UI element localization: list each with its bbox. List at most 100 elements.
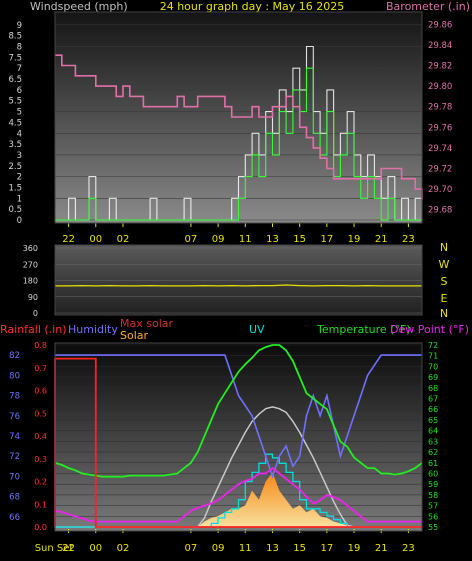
temp-tick-label: 55 <box>428 523 438 532</box>
temp-tick-label: 70 <box>428 362 438 371</box>
wind-xtick-label: 19 <box>348 234 361 245</box>
legend-max-solar: Max solar <box>120 317 173 330</box>
axes-layer: 00.511.522.533.544.555.566.577.588.5929.… <box>8 11 452 554</box>
direction-panel-background <box>55 245 422 315</box>
rain-tick-label: 0.2 <box>34 478 47 487</box>
rain-tick-label: 0.8 <box>34 341 47 350</box>
wind-xtick-label: 23 <box>402 234 415 245</box>
wind-xtick-label: 22 <box>62 234 75 245</box>
humidity-tick-label: 78 <box>9 392 20 402</box>
legend-dewpoint: Dew Point (°F) <box>390 323 469 336</box>
bottom-xtick-label: 23 <box>402 543 415 554</box>
direction-panel-frame <box>54 244 423 316</box>
barometer-axis-title: Barometer (.in) <box>386 0 470 13</box>
temp-tick-label: 59 <box>428 480 438 489</box>
barometer-tick-label: 29.74 <box>428 144 452 154</box>
wind-tick-label: 1 <box>17 194 22 204</box>
compass-labels: N W S E N <box>439 241 450 320</box>
temp-tick-label: 64 <box>428 427 438 436</box>
temp-tick-label: 60 <box>428 469 438 478</box>
wind-xtick-label: 09 <box>212 234 225 245</box>
temp-tick-label: 67 <box>428 395 438 404</box>
bottom-xtick-label: 09 <box>212 543 225 554</box>
humidity-tick-label: 66 <box>9 513 20 523</box>
temp-tick-label: 66 <box>428 405 438 414</box>
wind-tick-label: 3 <box>17 151 22 161</box>
wind-tick-label: 2.5 <box>8 162 22 172</box>
bottom-xtick-label: 17 <box>320 543 333 554</box>
barometer-tick-label: 29.86 <box>428 20 452 30</box>
temp-tick-label: 71 <box>428 352 438 361</box>
temp-tick-label: 72 <box>428 341 438 350</box>
wind-xtick-label: 21 <box>375 234 388 245</box>
wind-tick-label: 7 <box>17 64 22 74</box>
wind-xtick-label: 15 <box>293 234 306 245</box>
legend-rainfall: Rainfall (.in) <box>0 323 67 336</box>
wind-tick-label: 0 <box>17 216 22 226</box>
barometer-tick-label: 29.78 <box>428 103 452 113</box>
wind-tick-label: 7.5 <box>8 53 22 63</box>
temperature-series <box>54 344 423 478</box>
wind-xtick-label: 17 <box>320 234 333 245</box>
wind-xtick-label: 02 <box>117 234 130 245</box>
humidity-tick-label: 80 <box>9 371 20 381</box>
bottom-xtick-label: 22 <box>62 543 75 554</box>
rain-tick-label: 0.7 <box>34 364 47 373</box>
wind-tick-label: 4.5 <box>8 118 22 128</box>
wind-direction-series <box>55 284 422 287</box>
temp-tick-label: 69 <box>428 373 438 382</box>
rain-tick-label: 0.4 <box>34 432 47 441</box>
wind-panel-frame <box>54 11 423 224</box>
wind-tick-label: 4 <box>17 129 22 139</box>
humidity-series <box>55 354 422 479</box>
direction-tick-label: 0 <box>33 309 38 318</box>
wind-tick-label: 6 <box>17 86 22 96</box>
barometer-tick-label: 29.84 <box>428 41 452 51</box>
legend-humidity: Humidity <box>68 323 118 336</box>
wind-tick-label: 6.5 <box>8 75 22 85</box>
wind-tick-label: 1.5 <box>8 183 22 193</box>
rain-tick-label: 0.0 <box>34 523 47 532</box>
legend-temperature: Temperature (°F) <box>316 323 411 336</box>
bottom-xtick-label: Sun Set <box>35 543 74 554</box>
temp-tick-label: 56 <box>428 512 438 521</box>
barometer-tick-label: 29.72 <box>428 165 452 175</box>
humidity-tick-label: 74 <box>9 432 20 442</box>
barometer-tick-label: 29.82 <box>428 62 452 72</box>
barometer-tick-label: 29.80 <box>428 82 452 92</box>
bottom-xtick-label: 07 <box>185 543 198 554</box>
bottom-xtick-label: 00 <box>89 543 102 554</box>
temp-panel-frame <box>54 342 423 532</box>
rain-tick-label: 0.6 <box>34 387 47 396</box>
wind-xtick-label: 11 <box>239 234 252 245</box>
humidity-tick-label: 82 <box>9 351 20 361</box>
windspeed-avg-series <box>55 67 422 221</box>
wind-xtick-label: 00 <box>89 234 102 245</box>
humidity-tick-label: 70 <box>9 472 20 482</box>
barometer-series <box>55 54 423 200</box>
temp-tick-label: 58 <box>428 491 438 500</box>
dewpoint-series <box>54 466 422 523</box>
wind-tick-label: 8 <box>17 43 22 53</box>
legend-uv: UV <box>249 323 265 336</box>
chart-title: 24 hour graph day : May 16 2025 <box>160 0 345 13</box>
direction-tick-label: 360 <box>23 244 38 253</box>
bottom-xtick-label: 11 <box>239 543 252 554</box>
series-layer <box>54 45 423 528</box>
wind-tick-label: 9 <box>17 21 22 31</box>
temp-tick-label: 65 <box>428 416 438 425</box>
wind-tick-label: 0.5 <box>8 205 22 215</box>
barometer-tick-label: 29.70 <box>428 185 452 195</box>
temp-tick-label: 62 <box>428 448 438 457</box>
direction-tick-label: 180 <box>23 277 38 286</box>
barometer-tick-label: 29.68 <box>428 206 452 216</box>
rain-tick-label: 0.5 <box>34 409 47 418</box>
bottom-xtick-label: 21 <box>375 543 388 554</box>
bottom-xtick-label: 02 <box>117 543 130 554</box>
compass-n-bottom: N <box>440 307 448 320</box>
barometer-tick-label: 29.76 <box>428 123 452 133</box>
bottom-xtick-label: 19 <box>348 543 361 554</box>
humidity-tick-label: 76 <box>9 412 20 422</box>
temp-tick-label: 63 <box>428 437 438 446</box>
